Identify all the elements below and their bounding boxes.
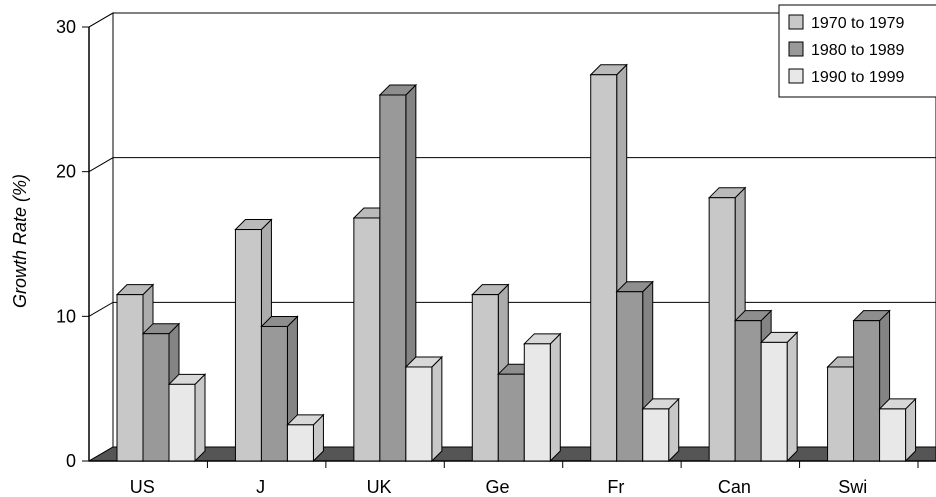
bar-fr-series-3 [641,397,680,463]
legend-label: 1970 to 1979 [811,15,905,32]
bar-side [668,397,680,463]
bar-front [116,294,144,462]
bar-can-series-3 [759,331,799,463]
bar-front [523,343,551,462]
y-tick-label: 30 [56,17,76,37]
y-tick-label: 0 [66,451,76,471]
bar-side [431,355,443,463]
bar-front [405,366,433,462]
bar-front [590,74,618,462]
bar-front [879,408,907,462]
bar-front [642,408,670,462]
bar-front [760,341,788,462]
legend: 1970 to 1979 1980 to 1989 1990 to 1999 [778,4,936,98]
x-tick-label-can: Can [718,477,751,497]
bar-us-series-3 [167,373,207,463]
x-tick-label-ge: Ge [485,477,509,497]
x-tick-label-j: J [256,477,265,497]
bar-j-series-3 [286,413,325,463]
y-axis-title: Growth Rate (%) [10,174,30,308]
y-tick-label: 20 [56,162,76,182]
x-tick-label-fr: Fr [607,477,624,497]
bar-ge-series-1 [471,283,510,463]
legend-box [778,4,936,98]
legend-swatch [788,14,804,30]
legend-label: 1990 to 1999 [811,69,905,86]
bar-side [786,331,798,463]
bar-front [708,197,736,462]
gridline [88,12,936,28]
bar-front [379,94,407,462]
bar-front [734,320,762,462]
bar-front [353,217,381,462]
bar-front [142,333,170,462]
bars [115,63,917,463]
bar-swi-series-2 [852,309,891,463]
legend-label: 1980 to 1989 [811,42,905,59]
bar-front [168,383,196,462]
bar-swi-series-3 [878,397,917,463]
bar-front [234,229,262,462]
bar-front [853,320,881,462]
bar-side [905,397,917,463]
x-tick-label-us: US [130,477,155,497]
gridline [88,157,936,173]
gridlines [88,12,936,317]
side-wall [88,12,114,462]
bar-front [260,325,288,462]
bar-front [471,294,499,462]
gridline [88,301,936,317]
bar-front [497,373,525,462]
bar-ge-series-3 [523,332,562,463]
axes: 0 10 20 30 US J UK Ge Fr Can Swi [56,17,936,497]
x-tick-label-swi: Swi [838,477,867,497]
bar-front [616,291,644,462]
bar-uk-series-3 [404,355,444,463]
legend-swatch [788,68,804,84]
bar-front [827,366,855,462]
bar-us-series-2 [141,322,181,463]
bar-front [286,424,314,462]
y-tick-label: 10 [56,306,76,326]
bar-side [194,373,206,463]
bar-side [549,332,561,463]
x-tick-label-uk: UK [367,477,392,497]
legend-swatch [788,41,804,57]
